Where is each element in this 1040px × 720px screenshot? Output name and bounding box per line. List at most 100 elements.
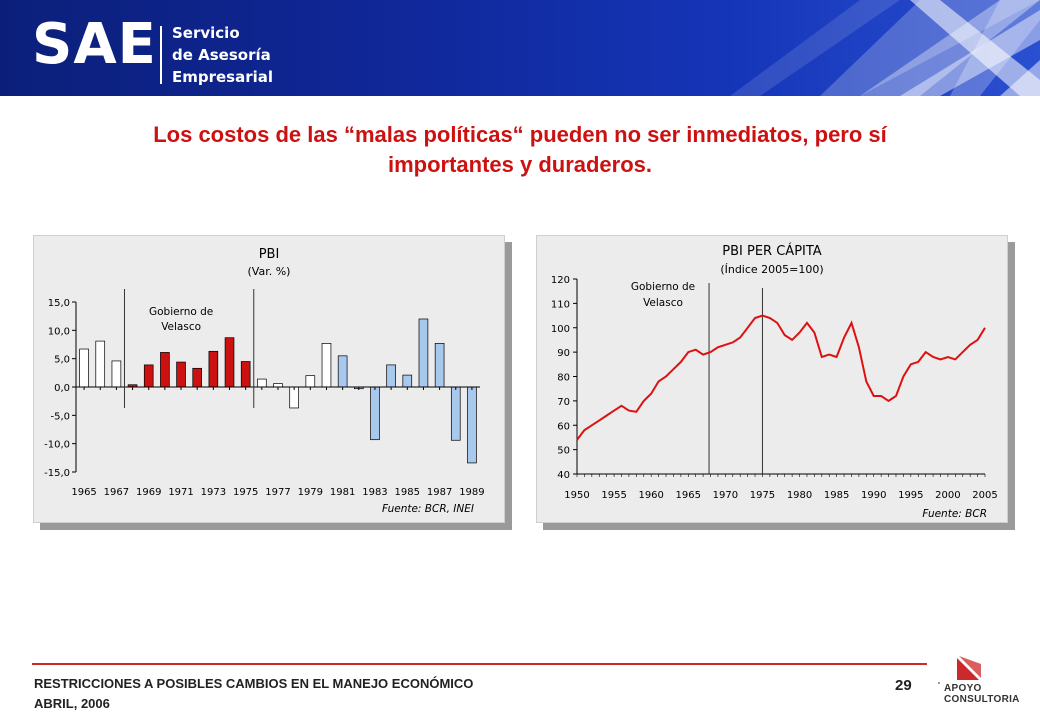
chart-pbi-x-tick-label: 1977	[265, 487, 290, 498]
footer-divider	[32, 663, 927, 665]
chart-pc-x-tick-label: 1955	[601, 490, 626, 501]
chart-pc-x-tick-label: 2005	[972, 490, 997, 501]
chart-pbi-bar	[160, 352, 170, 388]
chart-pbi-bar	[192, 367, 202, 388]
chart-pbi-bar	[418, 318, 429, 388]
chart-pc-series-line	[576, 314, 986, 441]
chart-pbi-annotation-line-2: Velasco	[161, 321, 201, 333]
logo-subtitle-line-1: Servicio	[172, 24, 240, 42]
chart-pc-y-tick-label: 70	[557, 397, 570, 408]
chart-pbi-bar	[450, 386, 461, 441]
chart-pbi-x-tick-label: 1983	[362, 487, 387, 498]
chart-pbi-panel: PBI (Var. %) 15,0 10,0 5,0 0,0 -5,0 -10,0 -15,0 1…	[33, 235, 505, 523]
chart-pbi-y-tick-label: 5,0	[54, 355, 70, 366]
chart-pbi-x-tick-label: 1979	[298, 487, 323, 498]
chart-pbi-bar	[95, 340, 106, 388]
header-banner: SAE Servicio de Asesoría Empresarial	[0, 0, 1040, 96]
chart-pc-y-tick-label: 80	[557, 373, 570, 384]
chart-pbi-bar	[467, 386, 477, 464]
footer-date: ABRIL, 2006	[34, 696, 110, 711]
chart-pbi-bar	[176, 361, 186, 388]
chart-pbi-bar	[224, 337, 235, 388]
chart-pbi-bar	[321, 343, 332, 388]
chart-pbi-source: Fuente: BCR, INEI	[382, 503, 474, 515]
apoyo-consultoria-logo	[937, 654, 1027, 714]
chart-pc-source: Fuente: BCR	[922, 508, 987, 520]
chart-pc-x-tick-label: 1975	[750, 490, 775, 501]
chart-pc-x-tick-label: 1980	[787, 490, 812, 501]
chart-pbi-x-tick-label: 1967	[104, 487, 129, 498]
chart-pc-x-tick-label: 2000	[935, 490, 960, 501]
logo-subtitle-line-2: de Asesoría	[172, 46, 271, 64]
logo-subtitle: Servicio de Asesoría Empresarial	[172, 22, 273, 88]
chart-pc-x-tick-label: 1950	[564, 490, 589, 501]
chart-pc-y-tick-label: 60	[557, 421, 570, 432]
chart-pbi-y-tick-label: -5,0	[50, 411, 70, 422]
chart-pbi-x-tick-label: 1975	[233, 487, 258, 498]
chart-pbi-x-tick-label: 1973	[201, 487, 226, 498]
chart-pc-x-tick-label: 1990	[861, 490, 886, 501]
chart-pc-x-tick-label: 1965	[676, 490, 701, 501]
chart-pc-subtitle: (Índice 2005=100)	[720, 263, 823, 276]
chart-pbi-bar	[402, 374, 413, 388]
chart-pc-y-tick-label: 90	[557, 348, 570, 359]
chart-pbi-title: PBI	[259, 247, 280, 262]
chart-pc-annotation-line-1: Gobierno de	[631, 281, 695, 293]
chart-pbi-svg: PBI(Var. %)15,010,05,00,0-5,0-10,0-15,01…	[44, 247, 485, 515]
chart-pc-x-tick-label: 1985	[824, 490, 849, 501]
chart-pbi-bar	[386, 364, 396, 388]
chart-pbi-bar	[79, 348, 89, 388]
apoyo-logo-line-1: APOYO	[944, 683, 982, 694]
chart-pc-annotation-line-2: Velasco	[643, 297, 683, 309]
chart-pbi-per-capita-panel: PBI PER CÁPITA (Índice 2005=100) 120 110 100…	[536, 235, 1008, 523]
chart-pc-x-tick-label: 1960	[638, 490, 663, 501]
chart-pbi-bar	[337, 355, 348, 388]
slide-headline: Los costos de las “malas políticas“ pued…	[40, 120, 1000, 180]
chart-pbi-x-tick-label: 1969	[136, 487, 161, 498]
chart-pbi-x-tick-label: 1981	[330, 487, 355, 498]
chart-pbi-subtitle: (Var. %)	[248, 265, 291, 278]
logo-sae: SAE	[32, 12, 157, 77]
chart-pbi-bar	[273, 383, 283, 388]
chart-pbi-x-tick-label: 1985	[395, 487, 420, 498]
chart-pbi-y-tick-label: 10,0	[48, 326, 70, 337]
chart-pc-x-tick-label: 1970	[713, 490, 738, 501]
headline-line-2: importantes y duraderos.	[387, 152, 653, 177]
chart-pc-title: PBI PER CÁPITA	[722, 243, 822, 259]
apoyo-triangle-icon	[938, 656, 981, 712]
apoyo-logo-line-2: CONSULTORIA	[944, 694, 1020, 705]
footer-title: RESTRICCIONES A POSIBLES CAMBIOS EN EL M…	[34, 676, 474, 691]
chart-pc-y-tick-label: 50	[557, 446, 570, 457]
chart-pbi-x-tick-label: 1965	[71, 487, 96, 498]
page-number: 29	[895, 677, 912, 694]
chart-pbi-bar	[289, 386, 299, 409]
chart-pbi-bar	[240, 361, 251, 388]
chart-pbi-annotation-line-1: Gobierno de	[149, 306, 213, 318]
chart-pbi-y-tick-label: 15,0	[48, 298, 70, 309]
chart-pbi-per-capita-svg: PBI PER CÁPITA (Índice 2005=100) 120 110 100…	[551, 243, 998, 520]
chart-pc-y-tick-label: 110	[551, 299, 570, 310]
chart-pbi-x-tick-label: 1971	[168, 487, 193, 498]
chart-pbi-bar	[143, 364, 154, 388]
chart-pc-y-tick-label: 120	[551, 275, 570, 286]
footer-caption: RESTRICCIONES A POSIBLES CAMBIOS EN EL M…	[34, 674, 473, 714]
chart-pbi-bar	[305, 375, 316, 388]
apoyo-logo-text: APOYO CONSULTORIA	[944, 683, 1020, 705]
chart-pc-y-tick-label: 100	[551, 324, 570, 335]
chart-pbi-x-tick-label: 1987	[427, 487, 452, 498]
chart-pbi-x-tick-label: 1989	[459, 487, 484, 498]
banner-rays-graphic	[730, 0, 1040, 96]
chart-pbi-y-tick-label: 0,0	[54, 383, 70, 394]
headline-line-1: Los costos de las “malas políticas“ pued…	[153, 122, 887, 147]
chart-pbi-bar	[370, 386, 380, 441]
chart-pc-x-tick-label: 1995	[898, 490, 923, 501]
chart-pbi-bar	[208, 350, 219, 388]
chart-pbi-y-tick-label: -10,0	[44, 440, 70, 451]
chart-pbi-y-tick-label: -15,0	[44, 468, 70, 479]
logo-divider	[160, 26, 162, 84]
chart-pbi-bar	[111, 360, 122, 388]
chart-pbi-bar	[434, 343, 445, 388]
chart-pc-y-tick-label: 40	[557, 470, 570, 481]
chart-pbi-bar	[257, 378, 267, 388]
logo-subtitle-line-3: Empresarial	[172, 68, 274, 86]
